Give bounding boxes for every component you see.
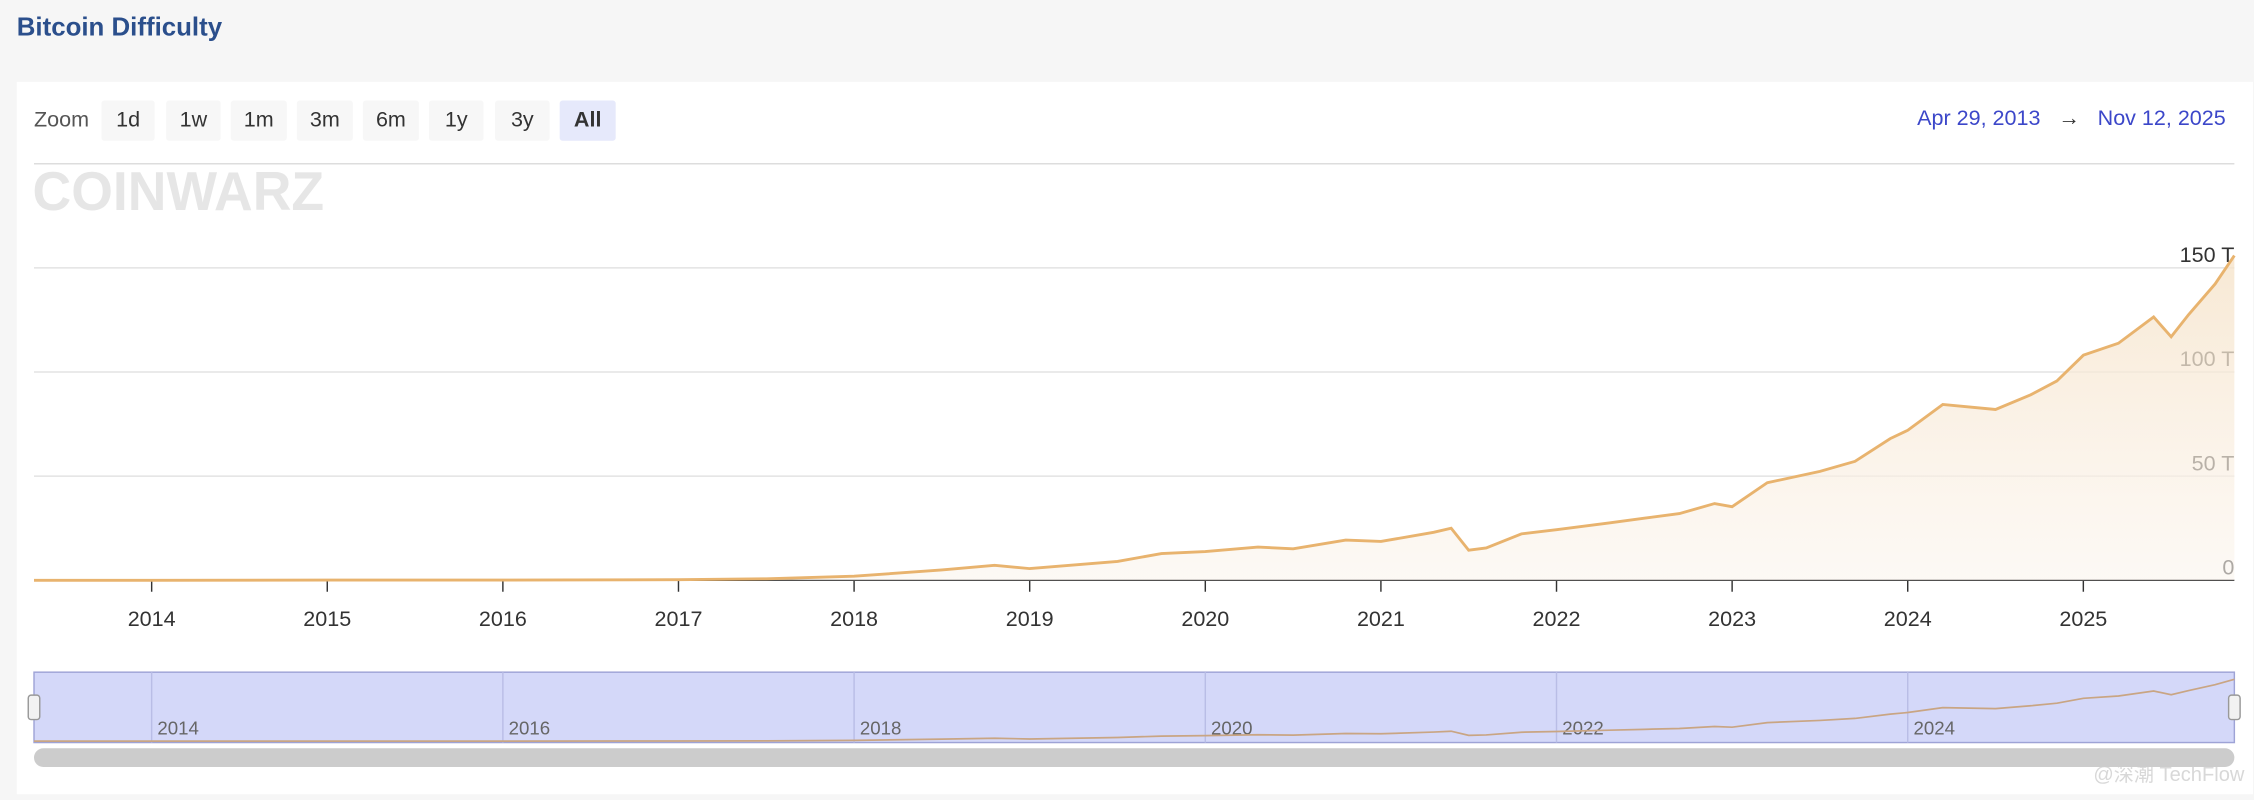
navigator-handle[interactable] (27, 694, 41, 721)
zoom-button[interactable] (362, 100, 419, 141)
x-tick-label: 2017 (655, 607, 703, 631)
navigator-tick-label: 2020 (1211, 718, 1253, 739)
y-tick-label: 150 T (2180, 243, 2235, 267)
x-tick-label: 2020 (1181, 607, 1229, 631)
navigator-tick-label: 2018 (860, 718, 902, 739)
x-tick-label: 2025 (2059, 607, 2107, 631)
navigator-tick-label: 2014 (157, 718, 199, 739)
range-arrow: → (2058, 106, 2080, 130)
scrollbar[interactable] (34, 748, 2235, 767)
zoom-button[interactable] (230, 100, 287, 141)
x-tick-label: 2014 (128, 607, 176, 631)
range-to[interactable]: Nov 12, 2025 (2098, 106, 2226, 130)
zoom-button-label[interactable]: All (574, 107, 602, 131)
x-tick-label: 2022 (1533, 607, 1581, 631)
x-tick-label: 2023 (1708, 607, 1756, 631)
zoom-label: Zoom (34, 107, 89, 131)
zoom-button-label[interactable]: 3m (310, 107, 340, 131)
zoom-button[interactable] (166, 100, 221, 141)
navigator-handle[interactable] (2227, 694, 2241, 721)
zoom-button-label[interactable]: 3y (511, 107, 534, 131)
range-from[interactable]: Apr 29, 2013 (1917, 106, 2040, 130)
x-tick-label: 2024 (1884, 607, 1932, 631)
navigator-tick-label: 2022 (1562, 718, 1604, 739)
x-tick-label: 2018 (830, 607, 878, 631)
zoom-button[interactable] (559, 100, 616, 141)
navigator-tick-label: 2016 (509, 718, 551, 739)
zoom-button[interactable] (296, 100, 353, 141)
zoom-button[interactable] (495, 100, 550, 141)
zoom-button-label[interactable]: 1m (244, 107, 274, 131)
area (34, 255, 2235, 581)
navigator (33, 671, 2236, 744)
zoom-button-label[interactable]: 1w (180, 107, 208, 131)
navigator-tick-label: 2024 (1913, 718, 1955, 739)
navigator-line (34, 678, 2235, 742)
x-tick-label: 2015 (303, 607, 351, 631)
x-tick-label: 2021 (1357, 607, 1405, 631)
x-tick-label: 2016 (479, 607, 527, 631)
credit: @深潮 TechFlow (2093, 763, 2245, 786)
x-tick-label: 2019 (1006, 607, 1054, 631)
zoom-button-label[interactable]: 1y (445, 107, 468, 131)
zoom-button[interactable] (428, 100, 484, 141)
zoom-button-label[interactable]: 1d (116, 107, 140, 131)
zoom-button[interactable] (101, 100, 155, 141)
page-title: Bitcoin Difficulty (17, 14, 223, 42)
watermark: COINWARZ (33, 161, 325, 222)
line (34, 254, 2236, 582)
zoom-button-label[interactable]: 6m (376, 107, 406, 131)
